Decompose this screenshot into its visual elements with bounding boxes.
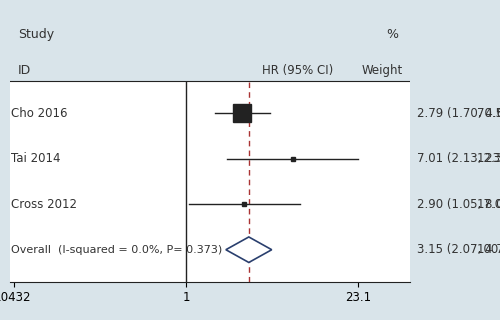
Text: 12.35: 12.35 xyxy=(477,152,500,165)
Text: Cross 2012: Cross 2012 xyxy=(10,198,76,211)
Text: ID: ID xyxy=(18,64,31,77)
Text: 17.06: 17.06 xyxy=(477,198,500,211)
Text: %: % xyxy=(386,28,398,41)
Text: 7.01 (2.13, 23.12): 7.01 (2.13, 23.12) xyxy=(417,152,500,165)
Text: 3.15 (2.07, 4.79): 3.15 (2.07, 4.79) xyxy=(417,243,500,256)
Text: 2.90 (1.05, 8.00): 2.90 (1.05, 8.00) xyxy=(417,198,500,211)
Text: 70.58: 70.58 xyxy=(477,107,500,120)
Text: Study: Study xyxy=(18,28,54,41)
Text: Overall  (I-squared = 0.0%, P= 0.373): Overall (I-squared = 0.0%, P= 0.373) xyxy=(10,245,222,255)
Text: Cho 2016: Cho 2016 xyxy=(10,107,67,120)
Text: Weight: Weight xyxy=(362,64,403,77)
Text: 2.79 (1.70, 4.60): 2.79 (1.70, 4.60) xyxy=(417,107,500,120)
Polygon shape xyxy=(226,237,272,262)
Text: Tai 2014: Tai 2014 xyxy=(10,152,60,165)
Text: 100.00: 100.00 xyxy=(477,243,500,256)
Text: HR (95% CI): HR (95% CI) xyxy=(262,64,334,77)
